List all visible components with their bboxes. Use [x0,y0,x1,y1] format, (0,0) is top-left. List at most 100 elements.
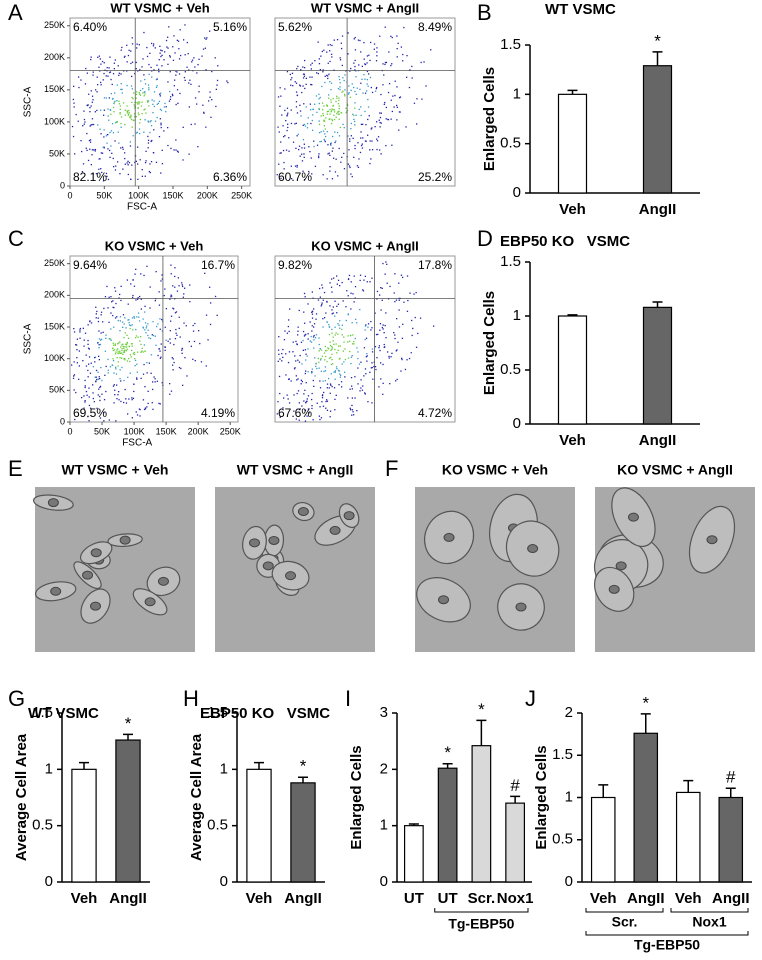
dot [352,411,354,413]
dot [355,318,357,320]
dot [147,120,149,122]
dot [322,326,324,328]
dot [130,118,133,121]
dot [322,318,324,320]
dot [123,379,125,382]
dot [330,363,333,366]
dot [333,343,335,345]
dot [128,162,131,164]
dot [112,342,114,344]
dot [186,66,188,68]
dot [338,76,340,78]
dot [282,348,284,351]
dot [76,362,78,364]
dot [321,401,323,403]
dot [332,306,334,308]
dot [381,326,383,329]
dot [330,110,333,112]
x-axis-label: FSC-A [127,202,157,213]
y-tick-label: 1.5 [32,704,53,721]
dot [164,51,166,53]
dot [117,161,119,163]
dot [126,348,128,350]
dot [122,314,125,316]
dot [291,178,293,180]
dot [329,416,331,418]
dot [152,408,154,410]
dot [371,127,373,129]
dot [118,142,120,144]
dot [140,351,142,353]
dot [170,147,172,150]
dot [311,119,313,122]
dot [147,147,149,149]
dot [391,36,393,39]
dot [353,38,355,40]
dot [178,366,181,369]
dot [350,281,352,283]
dot [341,47,343,50]
dot [136,363,138,365]
dot [326,51,328,53]
dot [103,97,106,99]
dot [101,60,104,63]
dot [102,321,104,323]
x-tick-label: Veh [559,201,586,218]
dot [327,347,329,349]
significance-mark: * [654,31,661,50]
dot [312,114,314,116]
dot [362,290,365,292]
dot [326,321,328,323]
dot [120,49,122,51]
dot [115,366,117,368]
nucleus [262,561,274,571]
dot [139,94,141,96]
x-tick-label: 150K [156,426,177,436]
dot [284,330,286,332]
dot [329,282,331,284]
dot [323,352,326,354]
dot [129,354,132,356]
dot [344,376,346,378]
dot [204,272,206,274]
group-label: Tg-EBP50 [634,937,700,953]
dot [331,56,333,58]
nucleus [527,544,539,554]
dot [118,342,120,344]
dot [202,104,204,106]
dot [85,365,88,367]
dot [324,81,326,84]
chart-title: WT VSMC [28,705,99,722]
dot [156,64,158,66]
dot [78,86,80,89]
nucleus [297,507,309,517]
dot [304,372,306,375]
dot [326,409,329,411]
dot [382,324,384,326]
dot [175,70,177,72]
dot [164,326,166,328]
chart-title: EBP50 KO VSMC [500,233,630,250]
dot [388,83,391,85]
dot [143,344,145,346]
dot [110,93,112,95]
dot [138,128,141,130]
dot [384,61,387,64]
dot [347,135,349,137]
dot [402,60,404,62]
dot [139,122,141,124]
dot [196,103,198,105]
dot [110,113,112,115]
dot [171,357,173,359]
dot [123,358,125,360]
dot [301,91,303,94]
dot [113,62,115,64]
dot [89,111,91,113]
dot [96,407,98,409]
dot [288,351,291,353]
dot [295,91,298,93]
dot [297,378,299,380]
dot [321,302,323,304]
dot [295,340,297,343]
